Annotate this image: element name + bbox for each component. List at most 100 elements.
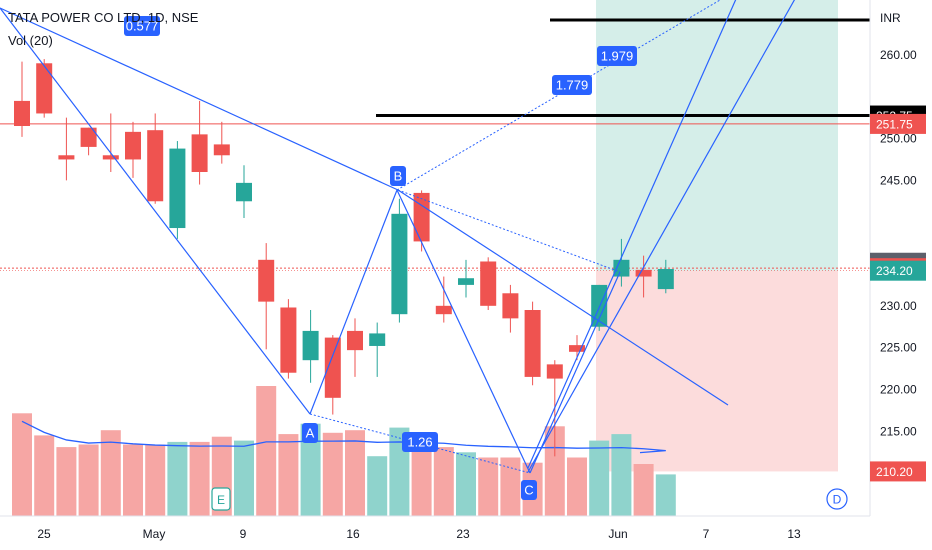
candle-body <box>236 182 252 202</box>
volume-bar <box>189 441 210 516</box>
pattern-leg <box>397 189 729 406</box>
candle-body <box>458 278 474 285</box>
label-box <box>597 46 637 66</box>
pattern-point-c: C <box>521 480 537 500</box>
volume-bar <box>145 444 166 516</box>
volume-moving-average <box>21 420 666 454</box>
time-tick-label: 9 <box>240 527 247 541</box>
candle-body <box>546 364 563 379</box>
time-tick-label: Jun <box>608 527 627 541</box>
volume-bar <box>278 434 299 516</box>
volume-bar <box>655 474 676 516</box>
volume-bar <box>345 430 365 516</box>
price-label-text: 234.20 <box>876 264 913 278</box>
volume-ma-line <box>21 420 666 454</box>
currency-label: INR <box>880 11 901 25</box>
pattern-leg <box>529 271 621 474</box>
price-tick-label: 230.00 <box>880 299 917 313</box>
time-tick-label: 23 <box>456 527 470 541</box>
candle-body <box>613 259 630 277</box>
price-label-box <box>870 260 926 281</box>
candle-body <box>14 100 30 126</box>
candle-body <box>125 131 141 160</box>
price-label-box <box>870 113 926 134</box>
position-zones <box>596 0 838 472</box>
volume-bar <box>300 423 321 516</box>
label-box <box>552 75 592 95</box>
candle-body <box>347 330 363 351</box>
volume-bar <box>34 435 55 516</box>
time-axis-bg <box>0 516 932 550</box>
volume-bar <box>234 440 254 516</box>
price-tick-label: 260.00 <box>880 48 917 62</box>
candle-body <box>435 305 452 315</box>
label-box <box>402 432 438 452</box>
label-box <box>521 480 537 500</box>
pattern-leg <box>396 189 531 474</box>
pattern-point-b: B <box>390 166 406 186</box>
price-tick-label: 245.00 <box>880 173 917 187</box>
volume-bar <box>167 441 188 516</box>
volume-bar <box>544 426 565 516</box>
volume-bar <box>567 457 587 516</box>
label-box <box>124 16 160 36</box>
candle-body <box>302 330 319 361</box>
volume-bar <box>56 447 77 516</box>
ratio-label-1979: 1.979 <box>597 46 637 66</box>
pattern-leg <box>527 0 737 469</box>
volume-bars <box>12 386 676 516</box>
price-label: 210.20 <box>870 461 926 482</box>
time-tick-label: 25 <box>37 527 51 541</box>
volume-bar <box>78 444 99 516</box>
profit-zone <box>596 0 838 271</box>
candle-body <box>169 148 186 229</box>
pattern-leg <box>0 7 311 415</box>
earnings-box <box>211 487 231 511</box>
candle-body <box>324 337 341 398</box>
time-tick-label: 7 <box>703 527 710 541</box>
volume-bar <box>456 452 476 516</box>
harmonic-pattern: B A C 0.577 1.779 1.979 1.26 <box>0 0 796 500</box>
label-box <box>302 423 318 443</box>
time-tick-label: 13 <box>787 527 801 541</box>
candle-body <box>502 293 519 319</box>
pattern-leg <box>527 0 796 473</box>
candle-body <box>524 310 541 377</box>
ratio-label-0577: 0.577 <box>124 16 160 36</box>
candle-body <box>147 130 164 202</box>
price-tick-label: 225.00 <box>880 341 917 355</box>
price-label-text: 210.20 <box>876 465 913 479</box>
volume-bar <box>256 386 277 516</box>
volume-indicator-label: Vol (20) <box>8 33 53 48</box>
dividend-text: D <box>833 493 842 507</box>
volume-bar <box>633 464 654 516</box>
volume-bar <box>322 432 343 516</box>
candle-body <box>369 333 386 346</box>
candle-body <box>102 155 119 160</box>
price-label: 251.75 <box>870 113 926 134</box>
volume-bar <box>589 440 610 516</box>
earnings-text: E <box>217 493 225 507</box>
candle-body <box>480 261 497 306</box>
candle-body <box>635 269 652 277</box>
volume-bar <box>611 434 632 516</box>
price-label: 234.20 <box>870 260 926 281</box>
label-text: B <box>394 169 403 184</box>
label-text: 1.979 <box>601 49 634 64</box>
dividend-circle <box>826 488 848 510</box>
candle-body <box>191 134 208 172</box>
label-text: 1.779 <box>556 78 589 93</box>
volume-bar <box>100 430 121 516</box>
label-box <box>390 166 406 186</box>
candle-body <box>36 63 53 114</box>
pattern-ratio-line <box>397 189 621 273</box>
pattern-leg <box>309 189 398 415</box>
label-text: 0.577 <box>126 19 159 34</box>
price-axis: INR215.00220.00225.00230.00245.00250.002… <box>869 0 932 516</box>
volume-bar <box>411 447 432 516</box>
dividend-marker: D <box>826 488 848 510</box>
candle-body <box>657 269 674 290</box>
price-label-text: 251.75 <box>876 117 913 131</box>
